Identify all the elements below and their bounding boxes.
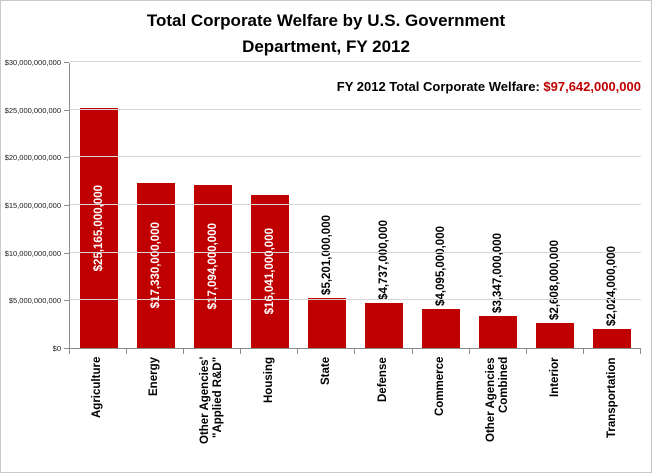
x-axis-category-label: Energy (148, 357, 161, 396)
x-axis-labels: Agriculture Energy Other Agencies' "Applie… (69, 357, 641, 465)
bar-column: $4,737,000,000 (355, 63, 412, 348)
bar-value-label: $3,347,000,000 (492, 233, 505, 313)
x-axis-tick (527, 349, 584, 354)
x-axis-tick (470, 349, 527, 354)
chart-title-line2: Department, FY 2012 (242, 37, 410, 56)
bar: $25,165,000,000 (79, 108, 118, 348)
bar-value-label: $25,165,000,000 (92, 184, 105, 272)
bar (307, 298, 346, 348)
bar-column: $2,024,000,000 (584, 63, 641, 348)
y-axis-tick (64, 252, 69, 254)
x-axis-tick (241, 349, 299, 354)
bar (593, 329, 632, 348)
x-axis-tick (584, 349, 641, 354)
y-axis-tick (64, 205, 69, 206)
x-axis-category-label: Transportation (605, 357, 618, 438)
x-axis-category: Interior (527, 357, 584, 465)
bar-value-label: $5,201,000,000 (320, 215, 333, 295)
x-axis-category-label: State (319, 357, 332, 386)
x-axis-category-label: Commerce (434, 357, 447, 417)
x-axis-category: Transportation (584, 357, 641, 465)
bar-value-label: $17,330,000,000 (149, 222, 162, 309)
y-axis-tick (64, 348, 69, 349)
y-axis-ticks (64, 62, 69, 349)
bar-column: $5,201,000,000 (298, 63, 355, 348)
y-axis-label: $15,000,000,000 (4, 201, 61, 210)
bar-value-label: $2,024,000,000 (606, 246, 619, 326)
x-axis-tick (127, 349, 185, 354)
y-axis-tick (64, 300, 69, 302)
bar: $17,330,000,000 (136, 183, 175, 348)
y-axis-labels: $0 $5,000,000,000 $10,000,000,000 $15,000,0… (1, 58, 61, 353)
x-axis-category: Other Agencies Combined (469, 357, 526, 465)
y-axis-label: $25,000,000,000 (4, 105, 61, 115)
y-axis-label: $30,000,000,000 (4, 58, 61, 67)
y-axis-label: $10,000,000,000 (4, 248, 61, 258)
gridline (70, 299, 641, 301)
bar: $17,094,000,000 (193, 185, 232, 348)
x-axis-tick (184, 349, 242, 354)
bar-column: $17,330,000,000 (127, 63, 184, 348)
gridline (70, 108, 641, 110)
y-axis-tick (64, 109, 69, 111)
y-axis-tick (64, 157, 69, 159)
x-axis-category-label: Agriculture (91, 357, 104, 419)
y-axis-label: $20,000,000,000 (4, 153, 61, 163)
bar-column: $2,608,000,000 (527, 63, 584, 348)
bar-column: $16,041,000,000 (241, 63, 298, 348)
x-axis-category-label: Other Agencies Combined (485, 357, 511, 442)
annotation-value: $97,642,000,000 (543, 79, 641, 94)
x-axis-category-label: Interior (548, 357, 561, 397)
x-axis-tick (355, 349, 413, 354)
x-axis-category: Defense (355, 357, 412, 465)
plot-area: $25,165,000,000 $17,330,000,000 $17,094,00… (69, 61, 641, 349)
annotation-label: FY 2012 Total Corporate Welfare: (336, 79, 544, 94)
bar-column: $4,095,000,000 (413, 63, 470, 348)
x-axis-category: State (298, 357, 355, 465)
bar-column: $25,165,000,000 (70, 63, 127, 348)
bar (536, 323, 575, 348)
x-axis-tick (298, 349, 356, 354)
bars-container: $25,165,000,000 $17,330,000,000 $17,094,00… (70, 63, 641, 348)
annotation: FY 2012 Total Corporate Welfare: $97,642… (337, 79, 641, 94)
gridline (70, 251, 641, 253)
gridline (70, 204, 641, 205)
chart-title: Total Corporate Welfare by U.S. Governme… (1, 8, 651, 60)
x-axis-category: Commerce (412, 357, 469, 465)
bar-value-label: $4,095,000,000 (435, 226, 448, 306)
y-axis-label: $5,000,000,000 (8, 296, 61, 306)
x-axis-category-label: Defense (377, 357, 390, 402)
gridline (70, 61, 641, 62)
bar (422, 309, 461, 348)
bar: $16,041,000,000 (250, 195, 289, 348)
x-axis-category: Energy (126, 357, 183, 465)
x-axis-category-label: Other Agencies' "Applied R&D" (199, 357, 224, 445)
bar-column: $3,347,000,000 (470, 63, 527, 348)
x-axis-category: Other Agencies' "Applied R&D" (183, 357, 240, 465)
bar (365, 303, 404, 348)
x-axis-ticks (69, 349, 641, 354)
bar-value-label: $4,737,000,000 (378, 220, 391, 300)
bar-value-label: $16,041,000,000 (263, 228, 276, 315)
gridline (70, 156, 641, 158)
x-axis-category: Housing (241, 357, 298, 465)
bar (479, 316, 518, 348)
x-axis-category: Agriculture (69, 357, 126, 465)
bar-column: $17,094,000,000 (184, 63, 241, 348)
x-axis-tick (70, 349, 128, 354)
chart-title-line1: Total Corporate Welfare by U.S. Governme… (146, 11, 506, 30)
bar-value-label: $17,094,000,000 (206, 223, 219, 310)
x-axis-category-label: Housing (262, 357, 275, 403)
y-axis-tick (64, 62, 69, 63)
x-axis-tick (413, 349, 470, 354)
y-axis-label: $0 (52, 344, 61, 353)
